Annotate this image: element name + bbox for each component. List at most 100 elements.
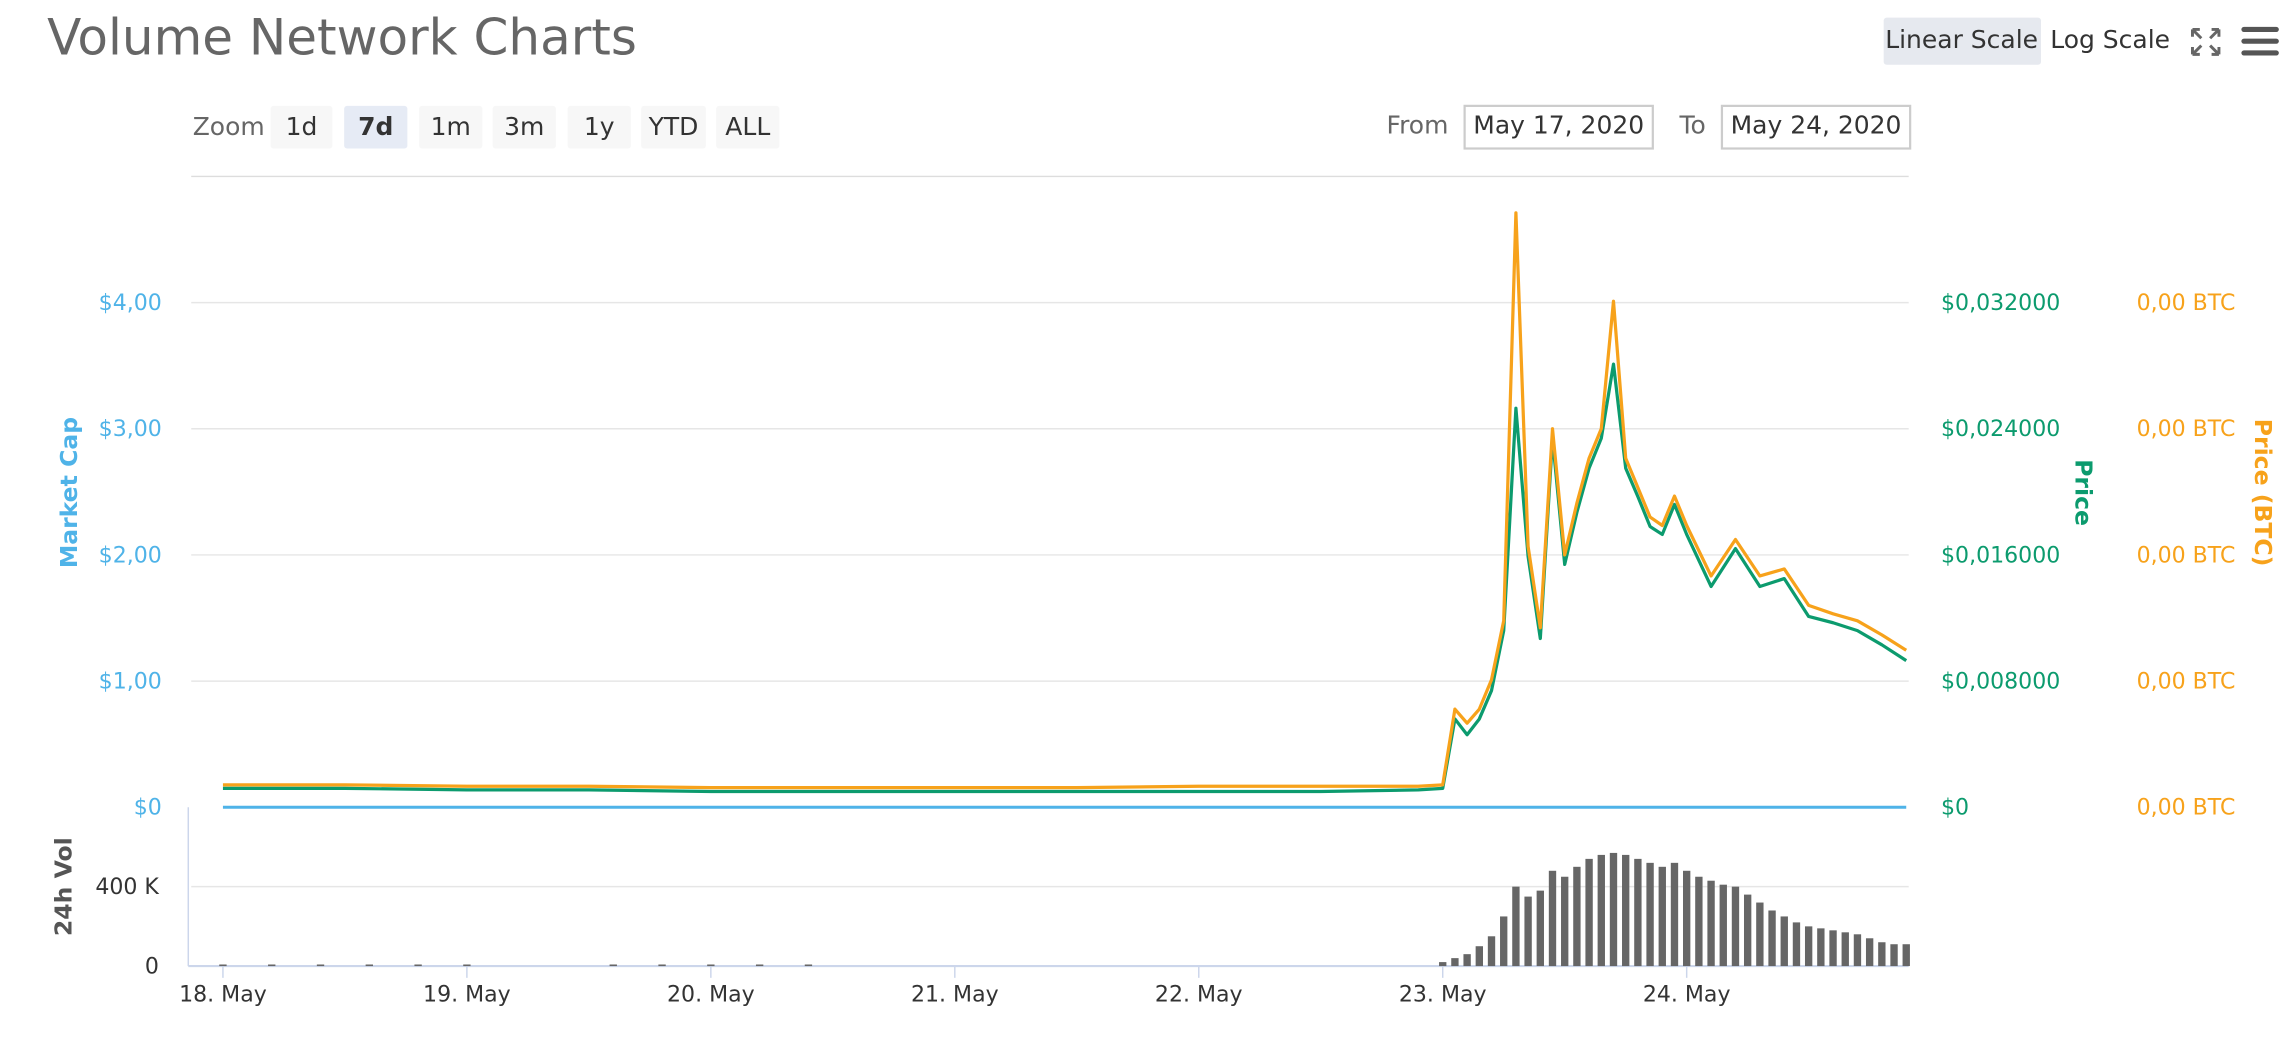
- volume-bar: [219, 964, 227, 967]
- y-tick-label: $2,00: [99, 543, 162, 568]
- volume-bar: [1719, 884, 1727, 967]
- volume-bar: [1841, 932, 1849, 967]
- zoom-button-label[interactable]: 1d: [286, 112, 318, 141]
- volume-bar: [609, 964, 617, 967]
- y-tick-label: 0,00 BTC: [2137, 417, 2236, 442]
- zoom-button[interactable]: [716, 105, 780, 149]
- y-tick-label: 400 K: [95, 875, 159, 900]
- fullscreen-icon[interactable]: [2191, 27, 2221, 56]
- y-tick-label: 0,00 BTC: [2137, 543, 2236, 568]
- zoom-button[interactable]: [641, 105, 706, 149]
- volume-bar: [1585, 858, 1593, 967]
- scale-button-label[interactable]: Linear Scale: [1885, 25, 2038, 54]
- x-tick-label: 19. May: [423, 982, 511, 1007]
- x-tick-label: 20. May: [667, 982, 755, 1007]
- scale-button[interactable]: [1883, 17, 2042, 65]
- volume-bar: [1536, 890, 1544, 967]
- axis-title: Price (BTC): [2249, 419, 2277, 567]
- volume-bar: [1634, 858, 1642, 967]
- volume-bar: [1817, 928, 1825, 967]
- y-tick-label: $0: [1941, 796, 1969, 821]
- volume-bar: [1439, 962, 1447, 967]
- volume-bar: [1853, 934, 1862, 967]
- volume-bar: [1829, 930, 1837, 967]
- volume-bar: [1573, 866, 1581, 967]
- y-tick-label: $4,00: [99, 291, 162, 316]
- zoom-button[interactable]: [419, 105, 483, 149]
- volume-bar: [755, 964, 764, 967]
- to-label: To: [1678, 110, 1705, 139]
- x-tick-label: 24. May: [1643, 982, 1731, 1007]
- to-input[interactable]: [1720, 104, 1912, 150]
- y-tick-label: $0,024000: [1941, 417, 2060, 442]
- x-tick-label: 18. May: [179, 982, 267, 1007]
- scale-button-label[interactable]: Log Scale: [2050, 25, 2170, 54]
- zoom-button[interactable]: [344, 105, 408, 149]
- zoom-button[interactable]: [567, 105, 631, 149]
- volume-bar: [1622, 854, 1630, 967]
- y-tick-label: $0,008000: [1941, 670, 2060, 695]
- volume-bar: [1463, 954, 1471, 967]
- volume-bar: [658, 964, 666, 967]
- y-tick-label: 0,00 BTC: [2137, 291, 2236, 316]
- volume-bar: [1902, 944, 1910, 967]
- zoom-button[interactable]: [270, 105, 333, 149]
- volume-bar: [1646, 862, 1654, 967]
- volume-bar: [707, 964, 715, 967]
- volume-bar: [1475, 946, 1483, 967]
- volume-bar: [463, 964, 471, 967]
- menu-icon[interactable]: [2241, 26, 2279, 56]
- y-tick-label: $0: [134, 796, 162, 821]
- volume-bar: [1597, 854, 1605, 967]
- volume-bar: [1658, 866, 1666, 967]
- volume-bar: [268, 964, 276, 967]
- zoom-button-label[interactable]: 7d: [358, 112, 393, 141]
- y-tick-label: 0,00 BTC: [2137, 796, 2236, 821]
- volume-bar: [1451, 958, 1459, 967]
- zoom-button-label[interactable]: 3m: [504, 112, 544, 141]
- zoom-button-label[interactable]: YTD: [648, 112, 699, 141]
- volume-bar: [1695, 876, 1703, 967]
- volume-bar: [365, 964, 373, 967]
- volume-bar: [1487, 936, 1496, 967]
- volume-bar: [1865, 938, 1874, 967]
- volume-bar: [316, 964, 325, 967]
- volume-bar: [1609, 852, 1618, 967]
- volume-bar: [1561, 876, 1569, 967]
- volume-bar: [1524, 896, 1532, 967]
- zoom-button-label[interactable]: ALL: [725, 112, 770, 141]
- zoom-button-label[interactable]: 1m: [431, 112, 471, 141]
- volume-bar: [1804, 926, 1813, 967]
- from-input[interactable]: [1463, 104, 1654, 150]
- chart-title: Volume Network Charts: [47, 9, 637, 67]
- zoom-button-label[interactable]: 1y: [584, 112, 615, 141]
- zoom-label: Zoom: [193, 112, 265, 141]
- axis-title: 24h Vol: [49, 837, 77, 936]
- y-tick-label: 0: [145, 955, 159, 980]
- y-tick-label: $0,032000: [1941, 291, 2060, 316]
- from-date[interactable]: May 17, 2020: [1473, 110, 1644, 139]
- volume-bar: [1890, 944, 1898, 967]
- volume-bar: [1792, 922, 1801, 967]
- volume-bar: [1707, 880, 1715, 967]
- volume-bar: [1731, 886, 1740, 967]
- y-tick-label: $0,016000: [1941, 543, 2060, 568]
- from-label: From: [1387, 110, 1449, 139]
- volume-bar: [1756, 902, 1764, 967]
- axis-title: Price: [2070, 459, 2098, 526]
- volume-bar: [1780, 916, 1788, 967]
- volume-bar: [1670, 862, 1679, 967]
- volume-bar: [1878, 942, 1886, 967]
- volume-bar: [804, 964, 813, 967]
- to-date[interactable]: May 24, 2020: [1731, 110, 1902, 139]
- volume-bar: [1548, 870, 1557, 967]
- x-tick-label: 23. May: [1399, 982, 1487, 1007]
- volume-bar: [1512, 886, 1520, 967]
- axis-title: Market Cap: [55, 417, 83, 568]
- volume-bar: [1743, 894, 1752, 967]
- zoom-button[interactable]: [492, 105, 556, 149]
- volume-bar: [414, 964, 422, 967]
- volume-bar: [1768, 910, 1776, 967]
